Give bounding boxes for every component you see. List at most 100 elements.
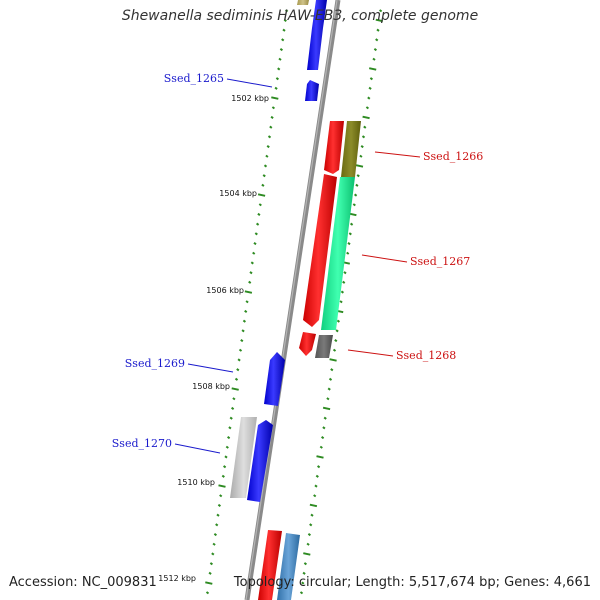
topology-text: Topology: circular; Length: 5,517,674 bp… [233,575,591,590]
minor-tick [234,377,239,381]
minor-tick [229,416,233,420]
minor-tick [322,426,326,430]
minor-tick [372,57,376,61]
leader-line-ssed-1266 [374,151,421,158]
minor-tick [216,513,220,517]
major-tick [309,503,318,508]
minor-tick [205,591,210,595]
minor-tick [340,290,344,294]
gene-label-ssed-1270[interactable]: Ssed_1270 [112,437,172,450]
genome-title: Shewanella sediminis HAW-EB3, complete g… [121,8,479,24]
gene-feature-ssed-1269[interactable] [264,352,285,406]
minor-tick [307,532,311,537]
gene-feature-ssed-1267[interactable] [303,174,337,327]
minor-tick [270,115,274,119]
minor-tick [330,368,334,372]
minor-tick [343,271,347,275]
minor-tick [326,397,330,401]
minor-tick [379,9,383,13]
minor-tick [360,145,364,149]
minor-tick [350,222,354,226]
major-tick [355,164,364,168]
minor-tick [342,280,346,284]
minor-tick [227,435,231,440]
minor-tick [215,523,219,527]
gene-feature-ssed-1268[interactable] [299,332,316,356]
genome-backbone-highlight [245,0,338,600]
minor-tick [219,494,223,498]
minor-tick [309,523,313,527]
minor-tick [262,174,266,178]
minor-tick [274,86,278,90]
minor-tick [369,77,373,81]
major-tick [322,406,331,411]
gene-feature-ssed-1267-homolog[interactable] [321,177,355,330]
minor-tick [248,280,252,284]
gene-feature-ssed-1266[interactable] [324,121,344,174]
major-tick [218,484,226,488]
gene-feature-ssed-1270-homolog[interactable] [230,417,257,498]
gene-label-ssed-1267[interactable]: Ssed_1267 [410,255,470,268]
minor-tick [253,242,257,246]
gene-label-ssed-1265[interactable]: Ssed_1265 [164,72,224,85]
minor-tick [228,426,232,430]
minor-tick [376,28,380,32]
minor-tick [238,348,243,352]
minor-tick [237,358,241,362]
minor-tick [261,183,265,187]
minor-tick [368,86,372,90]
minor-tick [263,164,268,168]
major-tick [231,387,239,391]
gene-feature-steelblue-bottom[interactable] [277,533,300,600]
minor-tick [224,455,228,459]
minor-tick [327,387,331,391]
minor-tick [244,309,248,314]
gene-label-ssed-1266[interactable]: Ssed_1266 [423,150,483,163]
gene-feature-ssed-1266-homolog[interactable] [341,121,361,177]
gene-feature-khaki[interactable] [297,0,309,5]
minor-tick [249,271,253,275]
minor-tick [281,38,285,42]
minor-tick [250,261,254,265]
minor-tick [367,96,371,100]
minor-tick [277,67,281,71]
minor-tick [336,319,340,323]
minor-tick [365,106,369,110]
minor-tick [231,406,235,411]
minor-tick [252,251,256,255]
minor-tick [313,494,317,498]
major-tick [362,115,370,120]
minor-tick [334,338,338,343]
gene-feature-ssed-1265[interactable] [305,80,319,101]
minor-tick [302,571,306,575]
leader-line-ssed-1265 [226,78,273,88]
minor-tick [352,203,356,207]
minor-tick [285,9,289,13]
leader-line-ssed-1267 [361,254,408,263]
gene-feature-red-bottom[interactable] [258,530,282,600]
gene-feature-blue-top[interactable] [307,0,327,70]
gene-label-ssed-1269[interactable]: Ssed_1269 [125,357,185,370]
minor-tick [347,242,351,246]
gene-feature-ssed-1270[interactable] [247,420,273,502]
minor-tick [335,329,339,333]
minor-tick [223,465,227,469]
minor-tick [209,562,213,566]
minor-tick [363,125,367,129]
minor-tick [299,591,304,595]
minor-tick [212,542,216,546]
minor-tick [242,319,246,323]
minor-tick [373,47,377,52]
gene-feature-ssed-1268-homolog[interactable] [315,335,333,358]
major-tick [244,290,253,294]
minor-tick [269,125,273,129]
minor-tick [240,338,244,343]
minor-tick [361,135,366,139]
minor-tick [211,552,215,556]
minor-tick [314,484,318,488]
gene-label-ssed-1268[interactable]: Ssed_1268 [396,349,456,362]
minor-tick [348,232,352,236]
minor-tick [355,183,359,187]
